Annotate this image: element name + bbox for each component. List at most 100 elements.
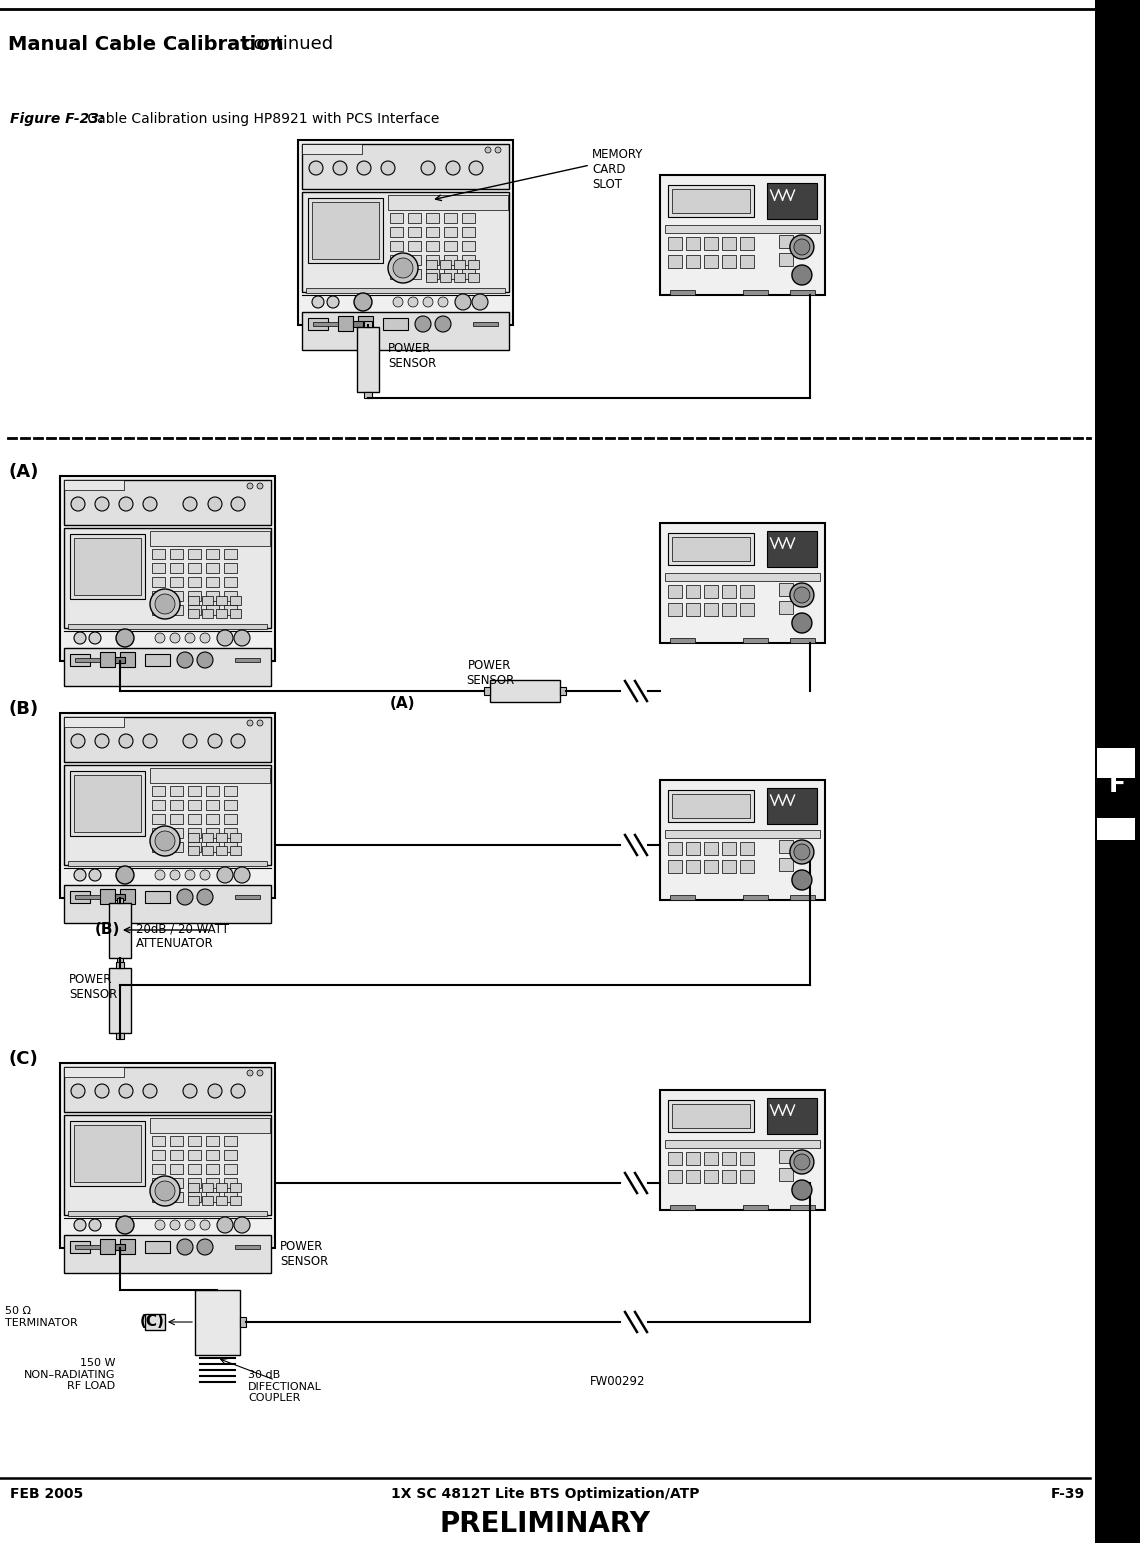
Bar bbox=[75, 895, 100, 900]
Circle shape bbox=[231, 1085, 245, 1099]
Bar bbox=[560, 687, 565, 694]
Bar bbox=[223, 815, 237, 824]
Bar bbox=[668, 859, 682, 873]
Bar bbox=[462, 255, 475, 265]
Bar bbox=[64, 717, 124, 727]
Bar bbox=[671, 795, 750, 818]
Bar bbox=[206, 563, 219, 572]
Bar bbox=[170, 1150, 184, 1160]
Circle shape bbox=[89, 633, 101, 643]
Bar bbox=[462, 213, 475, 224]
Bar bbox=[188, 829, 201, 838]
Bar bbox=[202, 833, 213, 842]
Bar bbox=[188, 591, 201, 602]
Circle shape bbox=[234, 630, 250, 647]
Bar bbox=[462, 268, 475, 279]
Bar bbox=[665, 572, 820, 582]
Bar bbox=[115, 1244, 125, 1250]
Text: 1X SC 4812T Lite BTS Optimization/ATP: 1X SC 4812T Lite BTS Optimization/ATP bbox=[391, 1487, 699, 1501]
Bar bbox=[705, 255, 718, 268]
Circle shape bbox=[116, 1216, 135, 1234]
Circle shape bbox=[790, 583, 814, 606]
Bar bbox=[665, 1140, 820, 1148]
Bar bbox=[150, 1119, 270, 1133]
Text: (C): (C) bbox=[140, 1315, 165, 1329]
Text: POWER
SENSOR: POWER SENSOR bbox=[466, 659, 514, 687]
Circle shape bbox=[150, 826, 180, 856]
Bar bbox=[767, 531, 816, 566]
Text: Manual Cable Calibration: Manual Cable Calibration bbox=[8, 35, 284, 54]
Bar bbox=[202, 596, 213, 605]
Bar bbox=[116, 961, 124, 967]
Text: FW00292: FW00292 bbox=[591, 1375, 645, 1389]
Bar bbox=[388, 194, 508, 210]
Bar bbox=[64, 717, 271, 762]
Bar bbox=[100, 1239, 115, 1254]
Bar bbox=[462, 241, 475, 252]
Bar bbox=[790, 290, 815, 295]
Bar bbox=[390, 213, 404, 224]
Bar bbox=[767, 788, 816, 824]
Bar bbox=[722, 585, 736, 599]
Bar bbox=[223, 1193, 237, 1202]
Circle shape bbox=[256, 721, 263, 727]
Bar bbox=[74, 1125, 141, 1182]
Bar bbox=[115, 893, 125, 900]
Bar bbox=[740, 1170, 754, 1183]
Bar bbox=[490, 680, 560, 702]
Text: 150 W
NON–RADIATING
RF LOAD: 150 W NON–RADIATING RF LOAD bbox=[24, 1358, 115, 1392]
Bar bbox=[188, 605, 201, 616]
Bar bbox=[722, 255, 736, 268]
Circle shape bbox=[95, 497, 109, 511]
Bar bbox=[152, 815, 165, 824]
Circle shape bbox=[792, 613, 812, 633]
Bar bbox=[705, 842, 718, 855]
Circle shape bbox=[408, 296, 418, 307]
Bar bbox=[115, 657, 125, 663]
Circle shape bbox=[74, 869, 86, 881]
Bar bbox=[64, 528, 271, 628]
Bar bbox=[705, 859, 718, 873]
Bar bbox=[443, 213, 457, 224]
Circle shape bbox=[793, 844, 809, 859]
Circle shape bbox=[170, 1221, 180, 1230]
Bar bbox=[312, 202, 378, 259]
Circle shape bbox=[790, 235, 814, 259]
Bar bbox=[668, 255, 682, 268]
Bar bbox=[188, 577, 201, 586]
Bar bbox=[109, 967, 131, 1032]
Circle shape bbox=[388, 253, 418, 282]
Bar bbox=[64, 1116, 271, 1214]
Circle shape bbox=[327, 296, 339, 309]
Bar bbox=[408, 213, 421, 224]
Bar bbox=[152, 799, 165, 810]
Bar bbox=[670, 1205, 695, 1210]
Circle shape bbox=[170, 870, 180, 880]
Circle shape bbox=[793, 586, 809, 603]
Bar bbox=[314, 322, 337, 326]
Bar bbox=[740, 255, 754, 268]
Bar bbox=[302, 312, 508, 350]
Bar bbox=[68, 623, 267, 630]
Bar bbox=[64, 1234, 271, 1273]
Bar bbox=[75, 1245, 100, 1248]
Circle shape bbox=[423, 296, 433, 307]
Bar bbox=[740, 585, 754, 599]
Bar bbox=[70, 654, 90, 667]
Text: (C): (C) bbox=[8, 1049, 38, 1068]
Bar bbox=[779, 1150, 792, 1163]
Text: (A): (A) bbox=[390, 696, 415, 711]
Bar bbox=[70, 890, 90, 903]
Circle shape bbox=[177, 653, 193, 668]
Bar bbox=[1097, 818, 1135, 839]
Circle shape bbox=[184, 497, 197, 511]
Bar bbox=[152, 1163, 165, 1174]
Circle shape bbox=[312, 296, 324, 309]
Bar bbox=[443, 268, 457, 279]
Bar bbox=[668, 1170, 682, 1183]
Bar bbox=[390, 268, 404, 279]
Bar bbox=[223, 842, 237, 852]
Bar bbox=[230, 1183, 241, 1193]
Bar bbox=[230, 609, 241, 619]
Circle shape bbox=[790, 1150, 814, 1174]
